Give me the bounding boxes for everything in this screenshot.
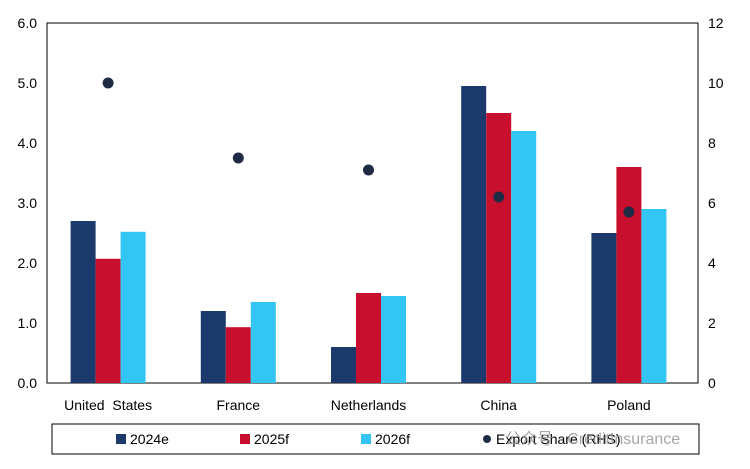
- left-tick-label: 5.0: [18, 75, 38, 91]
- legend-label: 2026f: [375, 431, 410, 447]
- bar-2026f: [120, 231, 146, 383]
- right-tick-label: 0: [708, 375, 716, 391]
- right-tick-label: 2: [708, 315, 716, 331]
- right-tick-label: 8: [708, 135, 716, 151]
- bar-2025f: [356, 293, 381, 383]
- right-tick-label: 4: [708, 255, 716, 271]
- legend: 2024e 2025f 2026f Export Share (RHS): [116, 431, 620, 447]
- left-tick-label: 2.0: [18, 255, 38, 271]
- legend-label: Export Share (RHS): [496, 431, 620, 447]
- category-label: United States: [64, 397, 152, 413]
- bar-2026f: [250, 302, 276, 383]
- bar-2026f: [641, 209, 667, 383]
- category-label: France: [217, 397, 261, 413]
- left-tick-label: 0.0: [18, 375, 38, 391]
- right-tick-label: 12: [708, 15, 724, 31]
- bar-2025f: [486, 113, 512, 383]
- category-label: Netherlands: [331, 397, 407, 413]
- left-tick-label: 6.0: [18, 15, 38, 31]
- bar-2024e: [200, 311, 226, 383]
- legend-label: 2024e: [130, 431, 169, 447]
- export-share-point: [232, 152, 244, 164]
- export-share-points: [102, 77, 635, 218]
- bar-2024e: [331, 347, 356, 383]
- left-axis: 0.0 1.0 2.0 3.0 4.0 5.0 6.0: [18, 15, 38, 391]
- export-share-point: [493, 191, 505, 203]
- right-axis: 0 2 4 6 8 10 12: [708, 15, 724, 391]
- bars: [70, 86, 667, 383]
- bar-2025f: [225, 327, 251, 383]
- bar-2026f: [381, 296, 406, 383]
- right-tick-label: 6: [708, 195, 716, 211]
- watermark: 公众号 · CreditInsurance: [505, 430, 680, 448]
- bar-2026f: [511, 131, 537, 383]
- left-tick-label: 1.0: [18, 315, 38, 331]
- legend-swatch: [240, 434, 250, 444]
- export-share-point: [363, 164, 374, 176]
- bar-2024e: [70, 221, 96, 383]
- bar-2024e: [591, 233, 617, 383]
- legend-marker: [483, 435, 491, 443]
- category-label: China: [480, 397, 517, 413]
- export-share-point: [623, 206, 635, 218]
- legend-box: [51, 423, 700, 455]
- category-labels: United States France Netherlands China Polan…: [64, 397, 651, 413]
- left-tick-label: 3.0: [18, 195, 38, 211]
- legend-swatch: [361, 434, 371, 444]
- bar-2024e: [461, 86, 487, 383]
- left-tick-label: 4.0: [18, 135, 38, 151]
- legend-label: 2025f: [254, 431, 289, 447]
- legend-swatch: [116, 434, 126, 444]
- export-share-point: [102, 77, 114, 89]
- bar-2025f: [95, 258, 121, 383]
- category-label: Poland: [607, 397, 651, 413]
- bar-2025f: [616, 167, 642, 383]
- right-tick-label: 10: [708, 75, 724, 91]
